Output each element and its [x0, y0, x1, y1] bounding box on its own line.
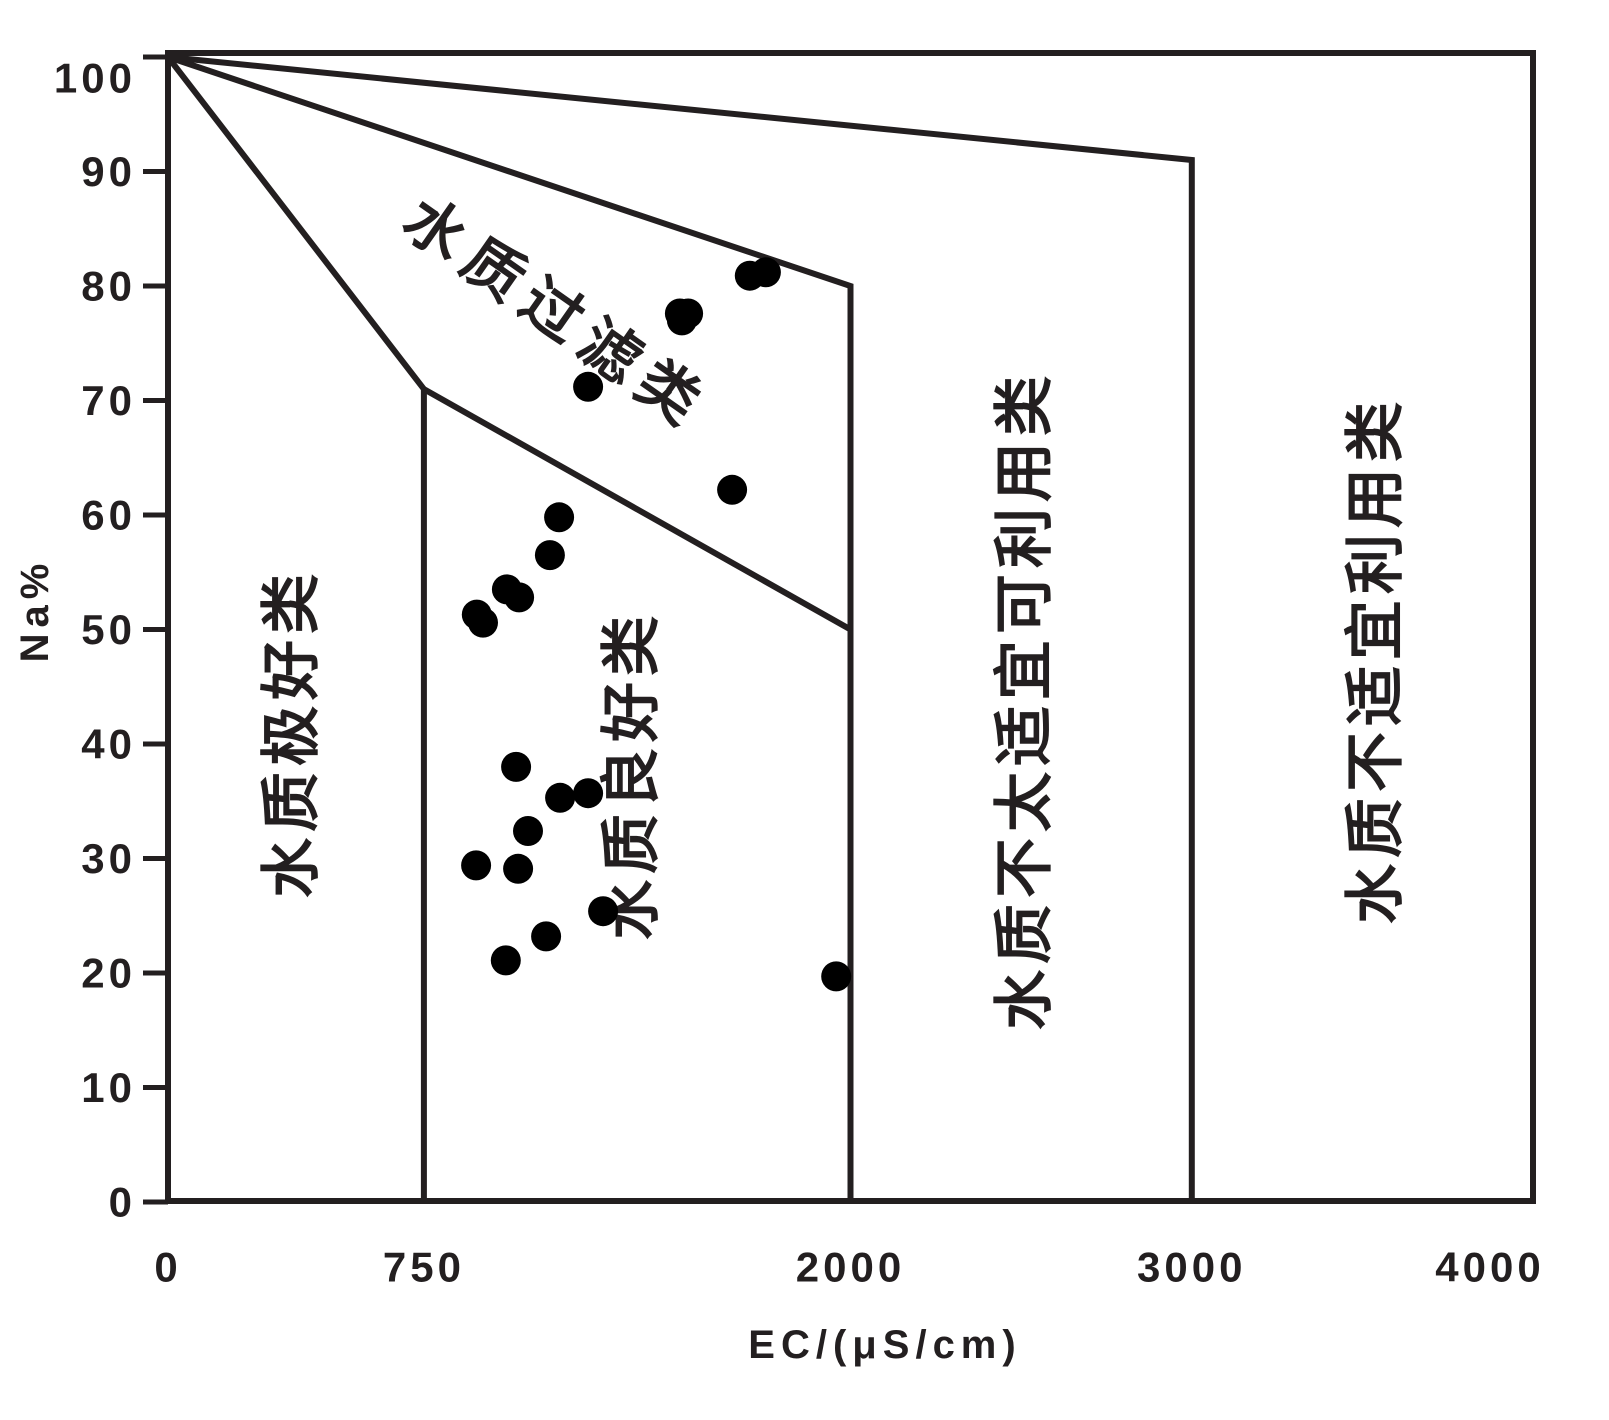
data-point [545, 782, 576, 813]
data-point [490, 945, 521, 976]
data-point [461, 850, 492, 881]
data-point [503, 853, 534, 884]
data-point [717, 474, 748, 505]
classification-boundaries [165, 54, 1195, 1202]
data-point [573, 778, 604, 809]
y-tick-label: 20 [81, 950, 136, 997]
x-axis: 0 750 2000 3000 4000 [154, 1244, 1544, 1291]
x-tick-label: 0 [154, 1244, 181, 1291]
data-point [588, 896, 619, 927]
region-label-unsuitable: 水质不适宜利用类 [1341, 396, 1411, 924]
y-tick-label: 70 [81, 377, 136, 424]
data-point [501, 751, 532, 782]
y-tick-label: 30 [81, 835, 136, 882]
y-tick-label: 0 [109, 1179, 136, 1226]
x-tick-label: 2000 [796, 1244, 905, 1291]
y-axis-title: Na% [13, 558, 57, 663]
data-point [513, 816, 543, 846]
y-axis: 0 10 20 30 40 50 60 70 80 90 100 [54, 54, 168, 1226]
data-point [534, 540, 565, 571]
y-tick-label: 80 [81, 263, 136, 310]
data-point [504, 582, 535, 613]
x-axis-title: EC/(μS/cm) [748, 1323, 1021, 1367]
data-point [573, 371, 604, 402]
region-label-good: 水质良好类 [597, 610, 667, 940]
x-tick-label: 3000 [1137, 1244, 1246, 1291]
boundary-line [167, 54, 1195, 1202]
y-tick-label: 40 [81, 721, 136, 768]
data-point [531, 921, 562, 952]
boundary-line [167, 54, 854, 1202]
data-point [666, 305, 697, 336]
y-tick-label: 60 [81, 492, 136, 539]
data-point [544, 502, 575, 533]
data-point [468, 607, 498, 638]
data-point [734, 260, 765, 291]
y-tick-label: 90 [81, 148, 136, 195]
region-label-excellent: 水质极好类 [257, 568, 327, 898]
y-tick-label: 50 [81, 606, 136, 653]
y-tick-label: 10 [81, 1064, 136, 1111]
data-point [821, 961, 852, 992]
data-points [461, 257, 852, 992]
boundary-line [422, 386, 852, 633]
y-tick-label: 100 [54, 55, 136, 102]
region-label-doubtful: 水质不太适宜可利用类 [990, 370, 1060, 1030]
x-tick-label: 4000 [1435, 1244, 1544, 1291]
x-tick-label: 750 [383, 1244, 465, 1291]
